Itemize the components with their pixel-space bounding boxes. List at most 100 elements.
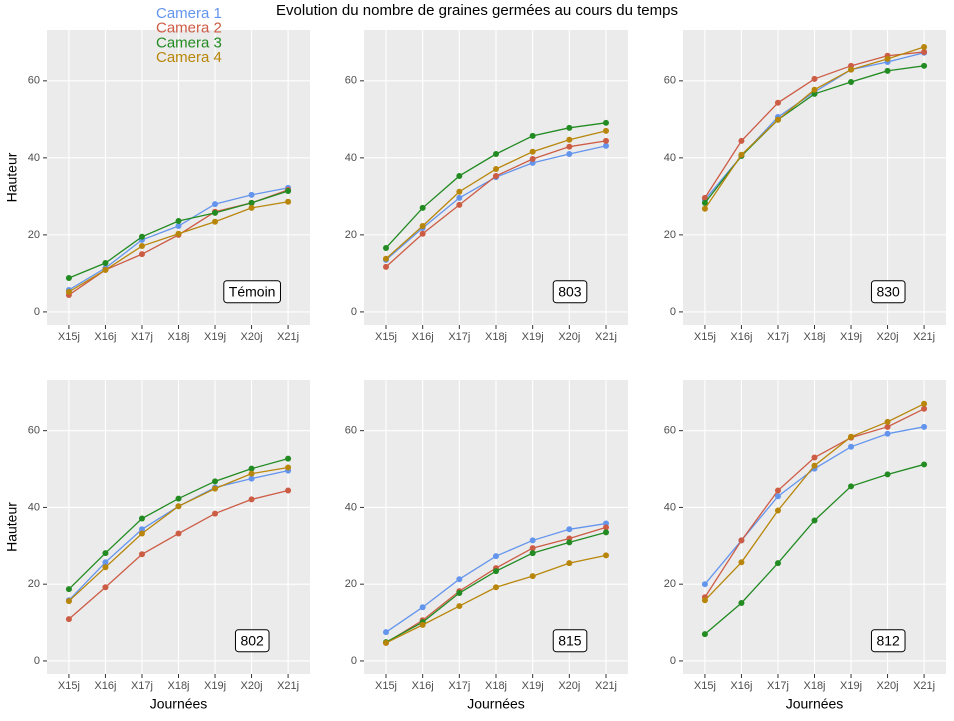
panel-label-box: [870, 629, 906, 653]
point: [65, 586, 72, 593]
panel-label: 830: [876, 284, 900, 300]
x-tick-label: X16j: [730, 680, 752, 692]
x-axis-label: Journées: [150, 696, 208, 712]
x-tick-label: X18j: [803, 680, 825, 692]
x-tick-label: X17j: [131, 331, 153, 343]
y-tick-label: 60: [664, 425, 676, 437]
point: [65, 598, 72, 605]
point: [138, 515, 145, 522]
point: [383, 639, 389, 646]
x-axis-label: Journées: [467, 696, 525, 712]
point: [383, 244, 389, 251]
point: [102, 564, 109, 571]
point: [175, 503, 182, 510]
point: [212, 218, 219, 225]
legend-entry: Camera 4: [156, 49, 222, 66]
point: [738, 537, 745, 544]
x-tick-label: X17j: [767, 680, 789, 692]
x-tick-label: X19j: [204, 331, 226, 343]
y-tick-label: 60: [345, 425, 357, 437]
point: [419, 204, 426, 211]
y-tick-label: 20: [345, 229, 357, 241]
point: [212, 209, 219, 216]
panel-label: 802: [240, 633, 264, 649]
x-tick-label: X17j: [448, 680, 470, 692]
point: [102, 559, 109, 566]
y-tick-label: 20: [28, 578, 40, 590]
point: [884, 418, 891, 425]
point: [701, 631, 708, 638]
panel-label-box: [552, 280, 588, 304]
point: [811, 517, 818, 524]
x-tick-label: X15j: [375, 331, 397, 343]
y-tick-label: 0: [34, 306, 40, 318]
point: [285, 487, 292, 494]
point: [248, 204, 255, 211]
point: [848, 433, 855, 440]
panel-label: 812: [876, 633, 900, 649]
y-tick-label: 0: [351, 306, 357, 318]
x-tick-label: X21j: [913, 331, 935, 343]
x-tick-label: X17j: [131, 680, 153, 692]
panel-label-box: [552, 629, 588, 653]
point: [884, 423, 891, 430]
point: [921, 423, 928, 430]
x-tick-label: X18j: [485, 680, 507, 692]
x-tick-label: X20j: [558, 680, 580, 692]
point: [529, 132, 536, 139]
y-tick-label: 0: [34, 655, 40, 667]
point: [848, 483, 855, 490]
legend-entry: Camera 2: [156, 20, 222, 37]
point: [603, 552, 609, 559]
point: [884, 430, 891, 437]
point: [529, 545, 536, 552]
point: [811, 86, 818, 93]
x-tick-label: X20j: [877, 331, 899, 343]
point: [774, 487, 781, 494]
point: [603, 142, 609, 149]
point: [566, 143, 573, 150]
point: [138, 530, 145, 537]
y-tick-label: 60: [28, 75, 40, 87]
panel-label: Témoin: [229, 284, 276, 300]
point: [102, 550, 109, 557]
x-tick-label: X20j: [241, 331, 263, 343]
point: [456, 201, 463, 208]
point: [102, 266, 109, 273]
point: [921, 48, 928, 55]
x-tick-label: X21j: [913, 680, 935, 692]
point: [529, 537, 536, 544]
point: [248, 475, 255, 482]
point: [811, 462, 818, 469]
point: [65, 275, 72, 282]
x-tick-label: X17j: [767, 331, 789, 343]
point: [529, 573, 536, 580]
point: [921, 405, 928, 412]
y-tick-label: 40: [664, 501, 676, 513]
point: [383, 255, 389, 262]
x-tick-label: X21j: [277, 331, 299, 343]
point: [701, 194, 708, 201]
point: [456, 188, 463, 195]
y-tick-label: 40: [345, 152, 357, 164]
y-tick-label: 60: [664, 75, 676, 87]
point: [212, 478, 219, 485]
x-tick-label: X21j: [595, 680, 617, 692]
point: [456, 603, 463, 610]
point: [493, 568, 499, 575]
point: [811, 75, 818, 82]
point: [102, 584, 109, 591]
point: [493, 172, 499, 179]
point: [285, 464, 292, 471]
point: [138, 233, 145, 240]
point: [811, 90, 818, 97]
point: [566, 539, 573, 546]
point: [921, 62, 928, 69]
point: [493, 166, 499, 173]
y-tick-label: 40: [345, 501, 357, 513]
point: [701, 597, 708, 604]
point: [248, 470, 255, 477]
x-tick-label: X18j: [167, 331, 189, 343]
point: [175, 495, 182, 502]
